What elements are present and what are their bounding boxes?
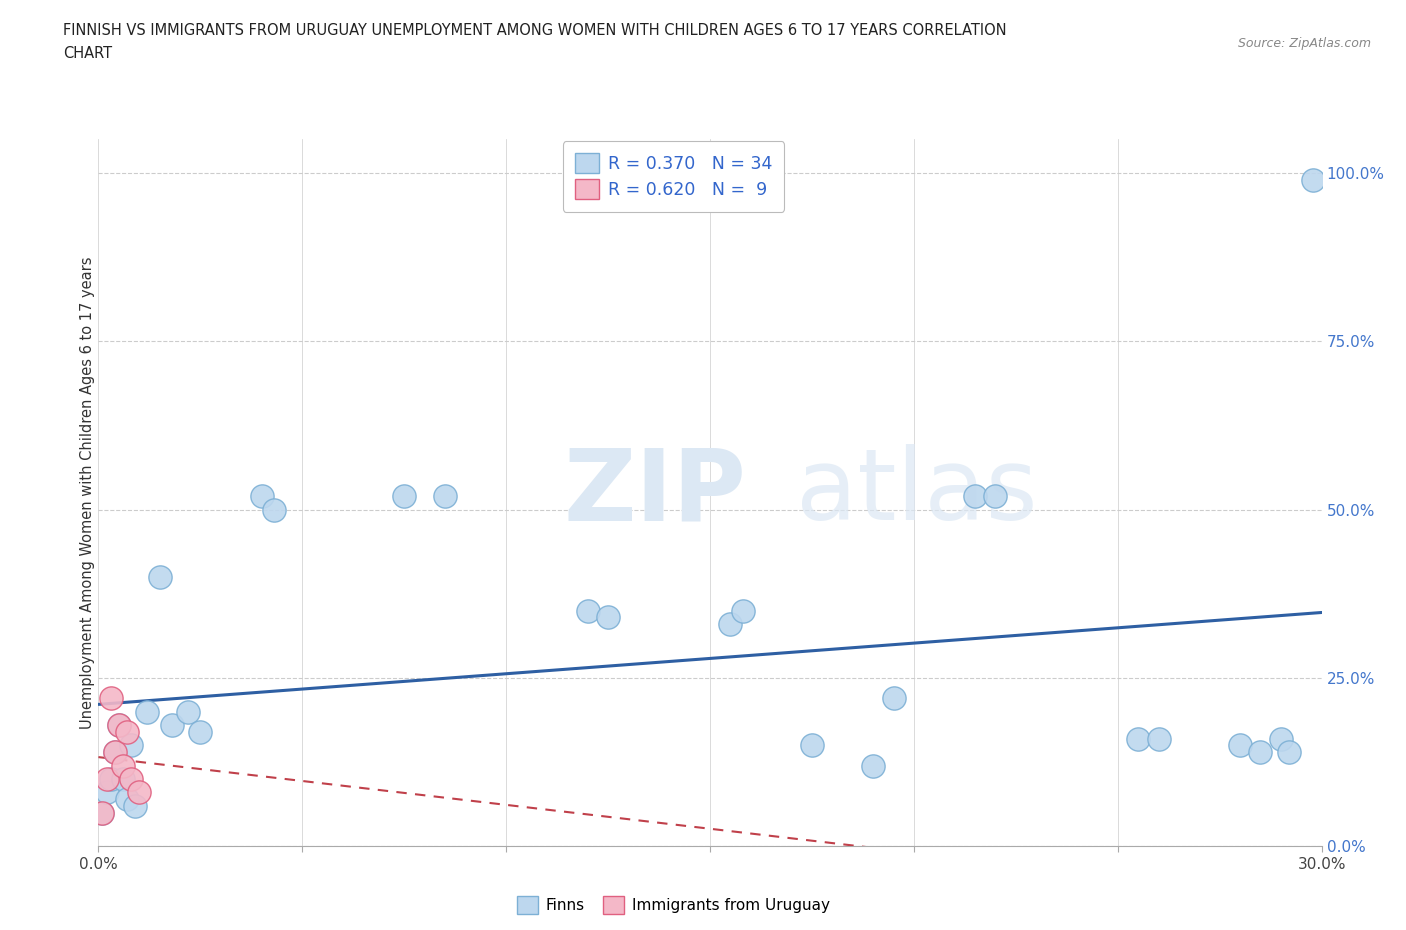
Point	[108, 718, 131, 733]
Point	[124, 799, 146, 814]
Point	[120, 737, 142, 752]
Point	[120, 772, 142, 787]
Point	[731, 604, 754, 618]
Point	[160, 718, 183, 733]
Point	[801, 737, 824, 752]
Point	[1229, 737, 1251, 752]
Point	[1249, 745, 1271, 760]
Point	[177, 704, 200, 719]
Point	[250, 489, 273, 504]
Point	[883, 691, 905, 706]
Point	[149, 569, 172, 584]
Point	[1270, 731, 1292, 746]
Point	[96, 772, 118, 787]
Point	[136, 704, 159, 719]
Point	[188, 724, 212, 739]
Point	[111, 758, 134, 773]
Point	[100, 772, 122, 787]
Point	[111, 772, 134, 787]
Point	[576, 604, 599, 618]
Point	[100, 691, 122, 706]
Point	[862, 758, 884, 773]
Point	[598, 610, 620, 625]
Point	[108, 718, 131, 733]
Text: FINNISH VS IMMIGRANTS FROM URUGUAY UNEMPLOYMENT AMONG WOMEN WITH CHILDREN AGES 6: FINNISH VS IMMIGRANTS FROM URUGUAY UNEMP…	[63, 23, 1007, 38]
Point	[1128, 731, 1150, 746]
Point	[392, 489, 416, 504]
Point	[115, 791, 138, 806]
Point	[965, 489, 987, 504]
Text: CHART: CHART	[63, 46, 112, 61]
Point	[104, 745, 127, 760]
Legend: Finns, Immigrants from Uruguay: Finns, Immigrants from Uruguay	[510, 890, 837, 920]
Point	[1278, 745, 1301, 760]
Point	[96, 785, 118, 800]
Point	[1147, 731, 1170, 746]
Point	[718, 617, 742, 631]
Point	[128, 785, 150, 800]
Point	[434, 489, 457, 504]
Text: ZIP: ZIP	[564, 445, 747, 541]
Text: Source: ZipAtlas.com: Source: ZipAtlas.com	[1237, 37, 1371, 50]
Point	[91, 805, 114, 820]
Text: atlas: atlas	[796, 445, 1038, 541]
Y-axis label: Unemployment Among Women with Children Ages 6 to 17 years: Unemployment Among Women with Children A…	[80, 257, 94, 729]
Point	[984, 489, 1007, 504]
Point	[263, 502, 285, 517]
Point	[115, 724, 138, 739]
Point	[1302, 172, 1324, 187]
Point	[104, 745, 127, 760]
Point	[91, 805, 114, 820]
